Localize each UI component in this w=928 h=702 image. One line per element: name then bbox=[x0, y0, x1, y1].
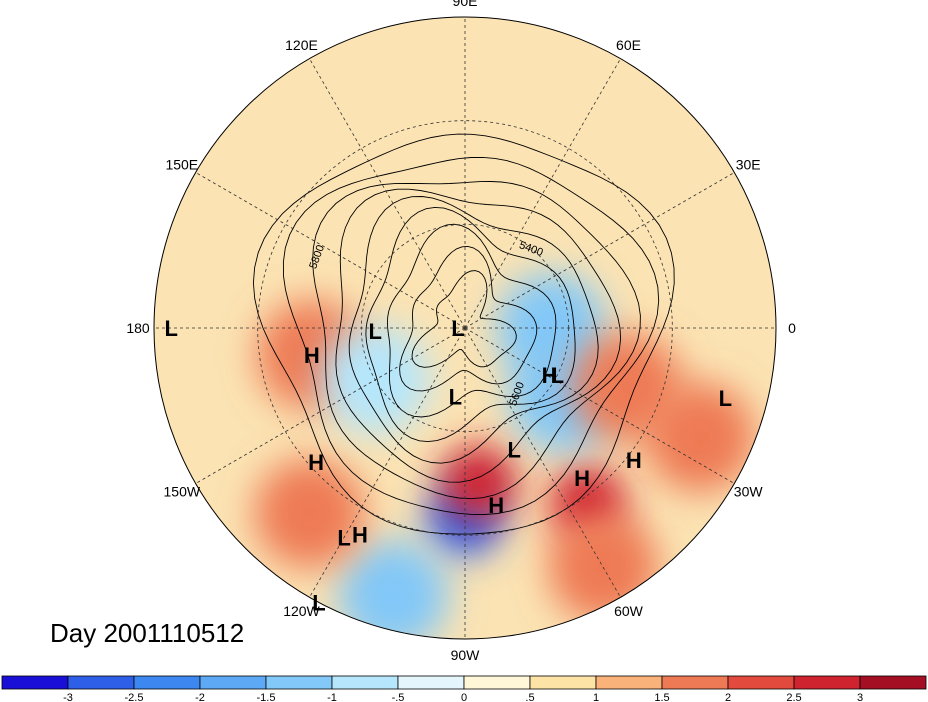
colorbar-swatch bbox=[265, 675, 333, 690]
colorbar-tick-label: 1 bbox=[593, 692, 599, 702]
colorbar-swatch bbox=[67, 675, 135, 690]
colorbar-swatch bbox=[199, 675, 267, 690]
low-pressure-label: L bbox=[449, 384, 462, 409]
longitude-label: 90E bbox=[453, 0, 478, 9]
high-pressure-label: H bbox=[488, 493, 504, 518]
longitude-label: 90W bbox=[451, 647, 481, 663]
map-title: Day 2001110512 bbox=[50, 618, 245, 648]
longitude-label: 120E bbox=[285, 37, 318, 53]
colorbar-tick-label: -3 bbox=[63, 692, 73, 702]
longitude-label: 120W bbox=[283, 603, 320, 619]
longitude-label: 0 bbox=[788, 320, 796, 336]
high-pressure-label: H bbox=[352, 522, 368, 547]
longitude-label: 60W bbox=[614, 603, 644, 619]
colorbar-tick-label: 2 bbox=[725, 692, 731, 702]
longitude-label: 60E bbox=[616, 37, 641, 53]
colorbar-tick-label: 3 bbox=[857, 692, 863, 702]
meridian-line bbox=[309, 58, 466, 329]
colorbar-tick-label: 2.5 bbox=[786, 692, 801, 702]
colorbar-tick-label: -1 bbox=[327, 692, 337, 702]
low-pressure-label: L bbox=[507, 438, 520, 463]
meridian-line bbox=[195, 327, 466, 484]
anomaly-region bbox=[254, 458, 365, 569]
colorbar-swatch bbox=[463, 675, 531, 690]
latitude-circle bbox=[257, 120, 673, 536]
height-contour bbox=[399, 245, 538, 392]
longitude-label: 30E bbox=[736, 157, 761, 173]
meridian-line bbox=[464, 327, 735, 484]
meridian-line bbox=[195, 172, 466, 329]
colorbar-tick-label: -2 bbox=[195, 692, 205, 702]
colorbar-swatch bbox=[133, 675, 201, 690]
low-pressure-label: L bbox=[551, 363, 564, 388]
longitude-label: 30W bbox=[734, 484, 764, 500]
longitude-label: 150E bbox=[165, 157, 198, 173]
meridian-line bbox=[464, 327, 621, 598]
colorbar-swatch bbox=[793, 675, 861, 690]
anomaly-region bbox=[338, 540, 449, 639]
high-pressure-label: H bbox=[542, 363, 558, 388]
low-pressure-label: L bbox=[312, 591, 325, 616]
colorbar-tick-label: 0 bbox=[461, 692, 467, 702]
colorbar-tick-label: .5 bbox=[525, 692, 534, 702]
low-pressure-label: L bbox=[337, 525, 350, 550]
map-disc bbox=[154, 17, 776, 639]
high-pressure-label: H bbox=[574, 466, 590, 491]
meridian-line bbox=[464, 58, 621, 329]
meridian-line bbox=[309, 327, 466, 598]
colorbar-tick-label: 1.5 bbox=[654, 692, 669, 702]
colorbar-swatch bbox=[331, 675, 399, 690]
colorbar-swatch bbox=[529, 675, 597, 690]
colorbar-swatch bbox=[397, 675, 465, 690]
colorbar: -3 -2.5 -2 -1.5 -1 -.5 0 .5 1 1.5 2 2.5 3 bbox=[1, 675, 927, 702]
colorbar-tick-label: -1.5 bbox=[257, 692, 276, 702]
colorbar-tick-label: -2.5 bbox=[125, 692, 144, 702]
low-pressure-label: L bbox=[451, 316, 464, 341]
low-pressure-label: L bbox=[165, 316, 178, 341]
high-pressure-label: H bbox=[308, 450, 324, 475]
colorbar-swatch bbox=[1, 675, 69, 690]
longitude-label: 150W bbox=[164, 484, 201, 500]
colorbar-swatch bbox=[859, 675, 927, 690]
low-pressure-label: L bbox=[719, 386, 732, 411]
colorbar-tick-label: -.5 bbox=[392, 692, 405, 702]
anomaly-region bbox=[440, 444, 517, 521]
high-pressure-label: H bbox=[304, 343, 320, 368]
colorbar-swatch bbox=[595, 675, 663, 690]
lat-lon-grid bbox=[154, 17, 776, 639]
longitude-label: 180 bbox=[126, 320, 150, 336]
high-pressure-label: H bbox=[626, 448, 642, 473]
anomaly-region bbox=[572, 332, 683, 443]
colorbar-swatch bbox=[727, 675, 795, 690]
colorbar-swatch bbox=[661, 675, 729, 690]
meridian-line bbox=[464, 172, 735, 329]
low-pressure-label: L bbox=[368, 319, 381, 344]
longitude-labels: 90E 60E 30E 0 30W 60W 90W 120W 150W 180 150E 120E bbox=[126, 0, 796, 663]
map-boundary bbox=[153, 16, 777, 640]
